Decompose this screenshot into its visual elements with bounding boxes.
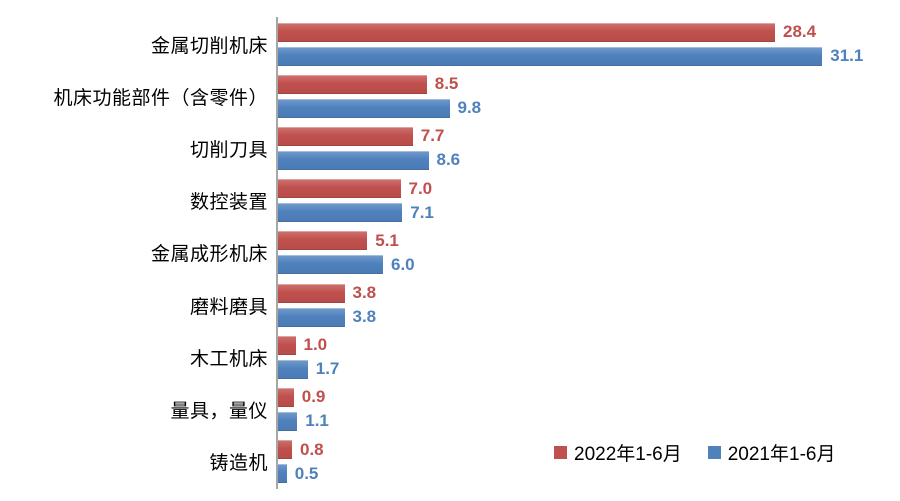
- bar-series-1: [278, 307, 345, 327]
- value-label-series-0: 1.0: [303, 335, 328, 355]
- value-label-series-1: 7.1: [410, 202, 434, 222]
- bar-series-0: [278, 74, 427, 94]
- legend-label-2022: 2022年1-6月: [574, 444, 682, 465]
- bar-series-0: [278, 440, 292, 460]
- bar-series-0: [278, 179, 401, 199]
- value-label-series-0: 7.0: [408, 178, 433, 198]
- value-label-series-1: 1.1: [305, 411, 329, 431]
- y-axis-line: [276, 17, 278, 489]
- category-label: 金属切削机床: [150, 35, 268, 57]
- value-label-series-0: 0.8: [300, 439, 324, 459]
- value-label-series-0: 0.9: [301, 387, 326, 407]
- value-label-series-1: 9.8: [457, 98, 482, 118]
- bar-series-0: [278, 231, 368, 251]
- bar-series-1: [278, 464, 287, 484]
- value-label-series-0: 5.1: [375, 230, 399, 250]
- legend-label-2021: 2021年1-6月: [727, 444, 836, 465]
- category-label: 量具，量仪: [170, 400, 268, 422]
- category-label: 金属成形机床: [150, 244, 268, 266]
- bar-series-1: [278, 150, 429, 170]
- category-label: 木工机床: [189, 348, 268, 370]
- value-label-series-0: 8.5: [434, 74, 459, 94]
- value-label-series-1: 1.7: [315, 359, 340, 379]
- legend-swatch-2022-icon: [554, 446, 567, 459]
- value-label-series-1: 31.1: [830, 46, 864, 65]
- category-label: 切削刀具: [189, 139, 268, 161]
- value-label-series-1: 6.0: [391, 254, 415, 274]
- bar-series-0: [278, 283, 345, 303]
- bar-series-1: [278, 46, 823, 66]
- bar-series-0: [278, 22, 775, 42]
- bar-series-1: [278, 98, 450, 118]
- legend: 2022年1-6月 2021年1-6月: [554, 439, 835, 466]
- value-label-series-1: 0.5: [294, 463, 319, 483]
- legend-item-2021: 2021年1-6月: [707, 439, 836, 466]
- value-label-series-1: 8.6: [436, 150, 461, 170]
- bar-series-1: [278, 359, 308, 379]
- bar-series-0: [278, 387, 294, 407]
- bar-series-1: [278, 411, 298, 431]
- category-label: 磨料磨具: [189, 296, 268, 318]
- value-label-series-0: 28.4: [783, 22, 817, 41]
- category-label: 机床功能部件（含零件）: [53, 87, 268, 109]
- value-label-series-0: 7.7: [420, 126, 445, 146]
- category-label: 铸造机: [209, 453, 268, 475]
- value-label-series-0: 3.8: [352, 283, 377, 302]
- bar-series-1: [278, 255, 383, 275]
- category-label: 数控装置: [189, 192, 268, 214]
- value-label-series-1: 3.8: [352, 307, 377, 326]
- bar-series-0: [278, 335, 296, 355]
- bar-series-0: [278, 126, 413, 146]
- legend-item-2022: 2022年1-6月: [554, 439, 682, 466]
- bar-series-1: [278, 203, 403, 223]
- legend-swatch-2021-icon: [707, 446, 721, 459]
